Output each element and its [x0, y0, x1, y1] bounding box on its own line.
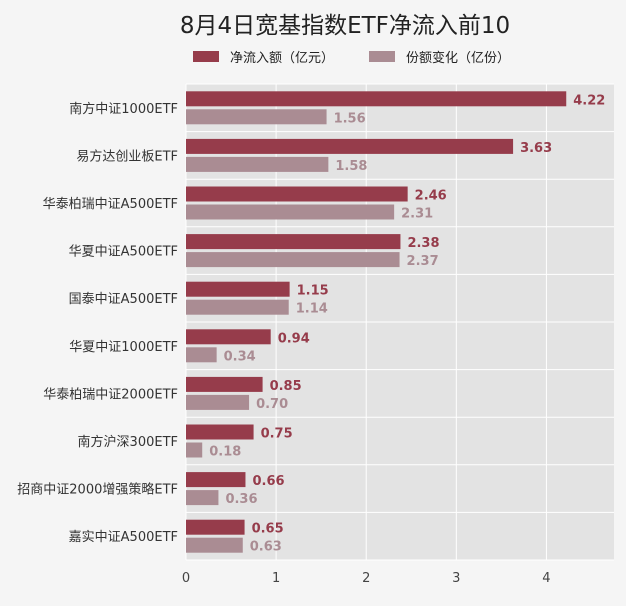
legend-label-inflow: 净流入额（亿元） [230, 51, 334, 66]
category-label: 华泰柏瑞中证A500ETF [43, 197, 178, 212]
inflow-data-label: 2.46 [415, 189, 447, 204]
share-change-data-label: 0.70 [256, 397, 288, 412]
share-change-data-label: 2.37 [407, 254, 439, 269]
share-change-bar [186, 347, 217, 363]
category-label: 招商中证2000增强策略ETF [17, 482, 178, 498]
share-change-data-label: 1.14 [296, 302, 328, 317]
share-change-data-label: 2.31 [401, 207, 433, 222]
inflow-data-label: 4.22 [573, 93, 605, 108]
share-change-data-label: 0.34 [224, 349, 256, 364]
share-change-bar [186, 442, 203, 458]
share-change-data-label: 0.63 [250, 540, 282, 555]
inflow-bar [186, 186, 408, 202]
share-change-bar [186, 394, 250, 410]
share-change-data-label: 1.58 [335, 159, 367, 174]
inflow-bar [186, 329, 271, 345]
share-change-bar [186, 109, 327, 125]
share-change-bar [186, 156, 329, 172]
legend: 净流入额（亿元） 份额变化（亿份） [193, 50, 510, 66]
inflow-data-label: 0.75 [261, 427, 293, 442]
inflow-data-label: 2.38 [407, 236, 439, 251]
inflow-bar [186, 91, 567, 107]
category-label: 嘉实中证A500ETF [69, 530, 178, 545]
legend-swatch-share-change [369, 51, 395, 62]
inflow-data-label: 1.15 [297, 284, 329, 299]
inflow-bar [186, 281, 290, 297]
x-tick-label: 1 [272, 571, 280, 586]
category-label: 华夏中证1000ETF [69, 340, 178, 355]
share-change-bar [186, 490, 219, 506]
inflow-data-label: 0.85 [270, 379, 302, 394]
chart-title: 8月4日宽基指数ETF净流入前10 [180, 13, 510, 39]
inflow-data-label: 0.66 [252, 474, 284, 489]
inflow-bar [186, 234, 401, 250]
x-tick-label: 2 [362, 571, 370, 586]
category-label: 易方达创业板ETF [76, 148, 178, 164]
category-label: 国泰中证A500ETF [69, 292, 178, 307]
inflow-bar [186, 472, 246, 488]
category-label: 南方沪深300ETF [78, 434, 178, 450]
share-change-data-label: 0.18 [209, 445, 241, 460]
x-tick-label: 3 [452, 571, 460, 586]
plot-area: 0 1 2 3 4 南方中证1000ETF 4.22 1.56 易方达创业板ETF 3.63 1.5… [17, 83, 614, 586]
inflow-bar [186, 376, 263, 392]
x-tick-label: 0 [182, 571, 190, 586]
inflow-bar [186, 138, 514, 154]
share-change-bar [186, 537, 243, 553]
category-label: 华夏中证A500ETF [69, 245, 178, 260]
inflow-bar [186, 519, 245, 535]
inflow-data-label: 3.63 [520, 141, 552, 156]
share-change-data-label: 0.36 [225, 492, 257, 507]
legend-label-share-change: 份额变化（亿份） [406, 50, 510, 66]
share-change-bar [186, 252, 400, 268]
x-tick-label: 4 [542, 571, 550, 586]
category-label: 华泰柏瑞中证2000ETF [43, 387, 178, 402]
category-label: 南方中证1000ETF [69, 101, 178, 117]
inflow-data-label: 0.65 [252, 522, 284, 537]
inflow-data-label: 0.94 [278, 331, 310, 346]
inflow-bar [186, 424, 254, 440]
legend-swatch-inflow [193, 51, 219, 62]
share-change-data-label: 1.56 [334, 111, 366, 126]
share-change-bar [186, 204, 395, 220]
share-change-bar [186, 299, 289, 315]
